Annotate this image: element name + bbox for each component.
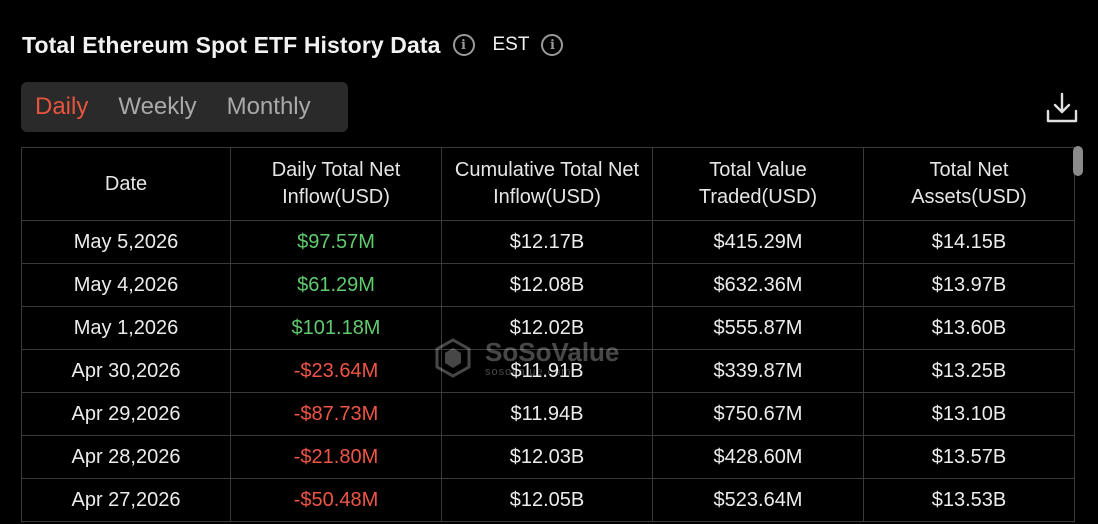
cell-total-value-traded: $339.87M <box>652 349 864 393</box>
column-header-total-net-assets[interactable]: Total Net Assets(USD) <box>863 147 1075 221</box>
cell-daily-net-inflow: -$50.48M <box>230 478 442 522</box>
table-scrollbar[interactable] <box>1073 146 1083 176</box>
cell-cumulative-net-inflow: $12.05B <box>441 478 653 522</box>
column-header-daily-net-inflow[interactable]: Daily Total Net Inflow(USD) <box>230 147 442 221</box>
cell-total-net-assets: $13.53B <box>863 478 1075 522</box>
cell-date: Apr 28,2026 <box>21 435 231 479</box>
column-header-cumulative-net-inflow[interactable]: Cumulative Total Net Inflow(USD) <box>441 147 653 221</box>
cell-daily-net-inflow: -$87.73M <box>230 392 442 436</box>
etf-history-table: Date Daily Total Net Inflow(USD) Cumulat… <box>21 147 1075 522</box>
cell-cumulative-net-inflow: $12.08B <box>441 263 653 307</box>
table-row[interactable]: May 1,2026 $101.18M $12.02B $555.87M $13.60B <box>21 306 1075 350</box>
cell-cumulative-net-inflow: $12.03B <box>441 435 653 479</box>
cell-total-net-assets: $13.97B <box>863 263 1075 307</box>
page-title: Total Ethereum Spot ETF History Data <box>22 31 441 58</box>
cell-total-value-traded: $750.67M <box>652 392 864 436</box>
timezone-label: EST <box>492 34 530 55</box>
cell-cumulative-net-inflow: $12.17B <box>441 220 653 264</box>
page-header: Total Ethereum Spot ETF History Data i E… <box>22 28 564 62</box>
cell-date: Apr 29,2026 <box>21 392 231 436</box>
cell-cumulative-net-inflow: $11.91B <box>441 349 653 393</box>
column-header-date[interactable]: Date <box>21 147 231 221</box>
tab-daily[interactable]: Daily <box>35 93 89 120</box>
cell-daily-net-inflow: -$21.80M <box>230 435 442 479</box>
table-row[interactable]: Apr 29,2026 -$87.73M $11.94B $750.67M $13.10… <box>21 392 1075 436</box>
table-header-row: Date Daily Total Net Inflow(USD) Cumulat… <box>21 147 1075 221</box>
cell-daily-net-inflow: $97.57M <box>230 220 442 264</box>
cell-cumulative-net-inflow: $11.94B <box>441 392 653 436</box>
cell-daily-net-inflow: $61.29M <box>230 263 442 307</box>
cell-total-value-traded: $555.87M <box>652 306 864 350</box>
cell-date: Apr 30,2026 <box>21 349 231 393</box>
cell-daily-net-inflow: $101.18M <box>230 306 442 350</box>
cell-total-value-traded: $428.60M <box>652 435 864 479</box>
cell-total-value-traded: $632.36M <box>652 263 864 307</box>
table-row[interactable]: May 4,2026 $61.29M $12.08B $632.36M $13.97B <box>21 263 1075 307</box>
cell-total-net-assets: $13.25B <box>863 349 1075 393</box>
period-tabs: Daily Weekly Monthly <box>21 82 348 132</box>
cell-total-net-assets: $13.10B <box>863 392 1075 436</box>
cell-total-net-assets: $13.60B <box>863 306 1075 350</box>
cell-total-net-assets: $14.15B <box>863 220 1075 264</box>
table-row[interactable]: Apr 28,2026 -$21.80M $12.03B $428.60M $13.57… <box>21 435 1075 479</box>
tab-weekly[interactable]: Weekly <box>118 93 197 120</box>
table-row[interactable]: Apr 27,2026 -$50.48M $12.05B $523.64M $13.53… <box>21 478 1075 522</box>
table-row[interactable]: Apr 30,2026 -$23.64M $11.91B $339.87M $13.25… <box>21 349 1075 393</box>
cell-date: Apr 27,2026 <box>21 478 231 522</box>
cell-daily-net-inflow: -$23.64M <box>230 349 442 393</box>
cell-cumulative-net-inflow: $12.02B <box>441 306 653 350</box>
table-row[interactable]: May 5,2026 $97.57M $12.17B $415.29M $14.15B <box>21 220 1075 264</box>
info-icon[interactable]: i <box>452 34 475 56</box>
cell-total-value-traded: $415.29M <box>652 220 864 264</box>
column-header-total-value-traded[interactable]: Total Value Traded(USD) <box>652 147 864 221</box>
cell-date: May 5,2026 <box>21 220 231 264</box>
cell-total-value-traded: $523.64M <box>652 478 864 522</box>
cell-date: May 1,2026 <box>21 306 231 350</box>
tab-monthly[interactable]: Monthly <box>226 93 311 120</box>
cell-total-net-assets: $13.57B <box>863 435 1075 479</box>
cell-date: May 4,2026 <box>21 263 231 307</box>
timezone-info-icon[interactable]: i <box>541 34 564 56</box>
download-icon[interactable] <box>1044 90 1080 126</box>
